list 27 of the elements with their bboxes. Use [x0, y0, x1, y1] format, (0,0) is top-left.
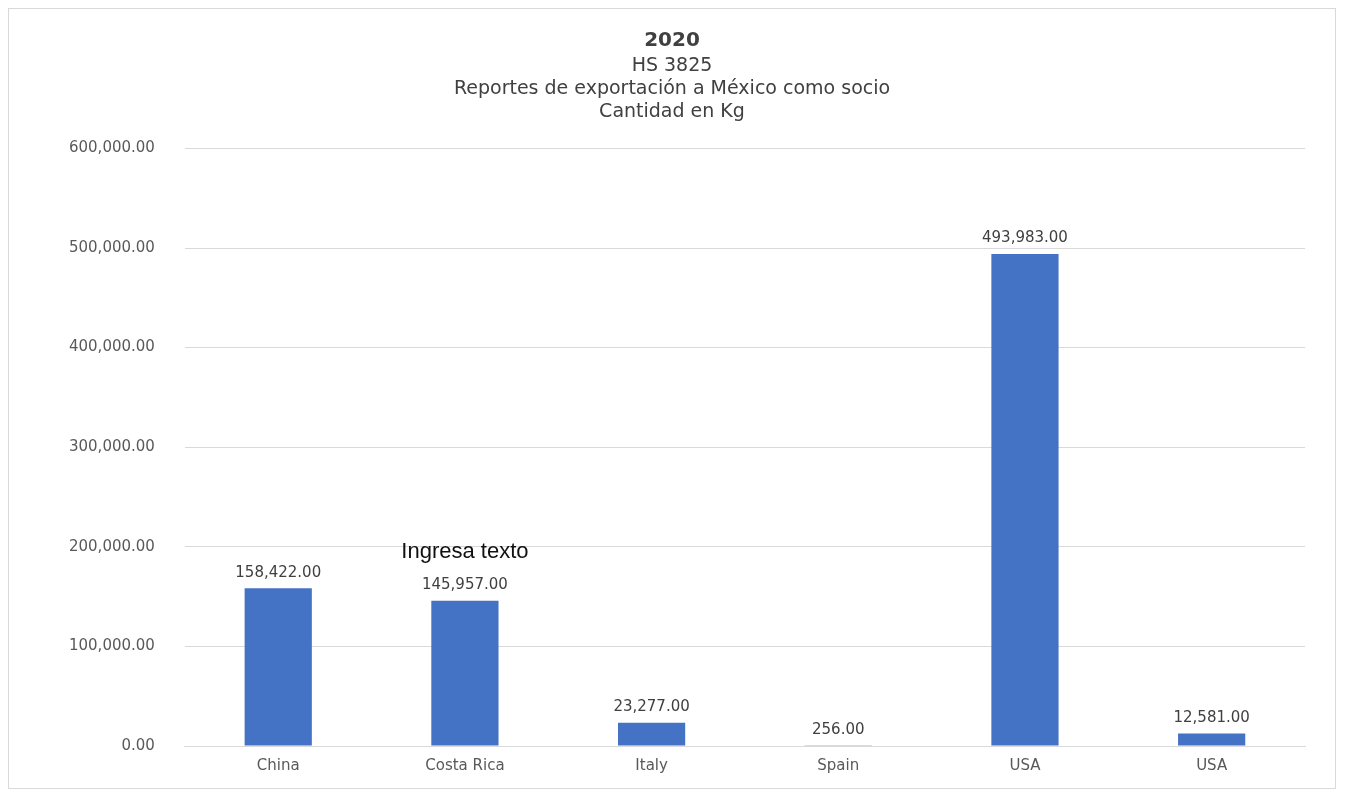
data-label: 493,983.00 — [982, 228, 1068, 247]
x-tick-label: Italy — [635, 755, 668, 774]
chart-title: 2020 — [644, 27, 700, 52]
annotation: Ingresa texto — [401, 537, 529, 563]
bar — [991, 253, 1059, 746]
y-tick-label: 400,000.00 — [68, 337, 155, 356]
bar — [431, 600, 499, 746]
data-label: 256.00 — [812, 720, 865, 739]
x-tick-label: USA — [1009, 755, 1042, 774]
x-tick-label: Costa Rica — [425, 755, 505, 774]
data-label: 23,277.00 — [613, 697, 690, 716]
y-tick-label: 0.00 — [121, 735, 155, 754]
x-tick-label: Spain — [817, 755, 860, 774]
bar — [1178, 733, 1246, 746]
y-tick-label: 500,000.00 — [68, 237, 155, 256]
y-tick-label: 600,000.00 — [68, 138, 155, 157]
y-tick-label: 300,000.00 — [68, 437, 155, 456]
x-tick-label: USA — [1196, 755, 1228, 774]
chart-subtitle: HS 3825 Reportes de exportación a México como socio Cantidad en Kg — [453, 53, 891, 121]
y-tick-label: 200,000.00 — [68, 536, 155, 555]
y-tick-label: 100,000.00 — [68, 636, 155, 655]
data-label: 145,957.00 — [421, 575, 508, 594]
bar — [618, 722, 686, 746]
x-tick-label: China — [256, 755, 300, 774]
data-label: 12,581.00 — [1173, 707, 1250, 726]
bar — [244, 588, 312, 746]
data-label: 158,422.00 — [235, 562, 322, 581]
